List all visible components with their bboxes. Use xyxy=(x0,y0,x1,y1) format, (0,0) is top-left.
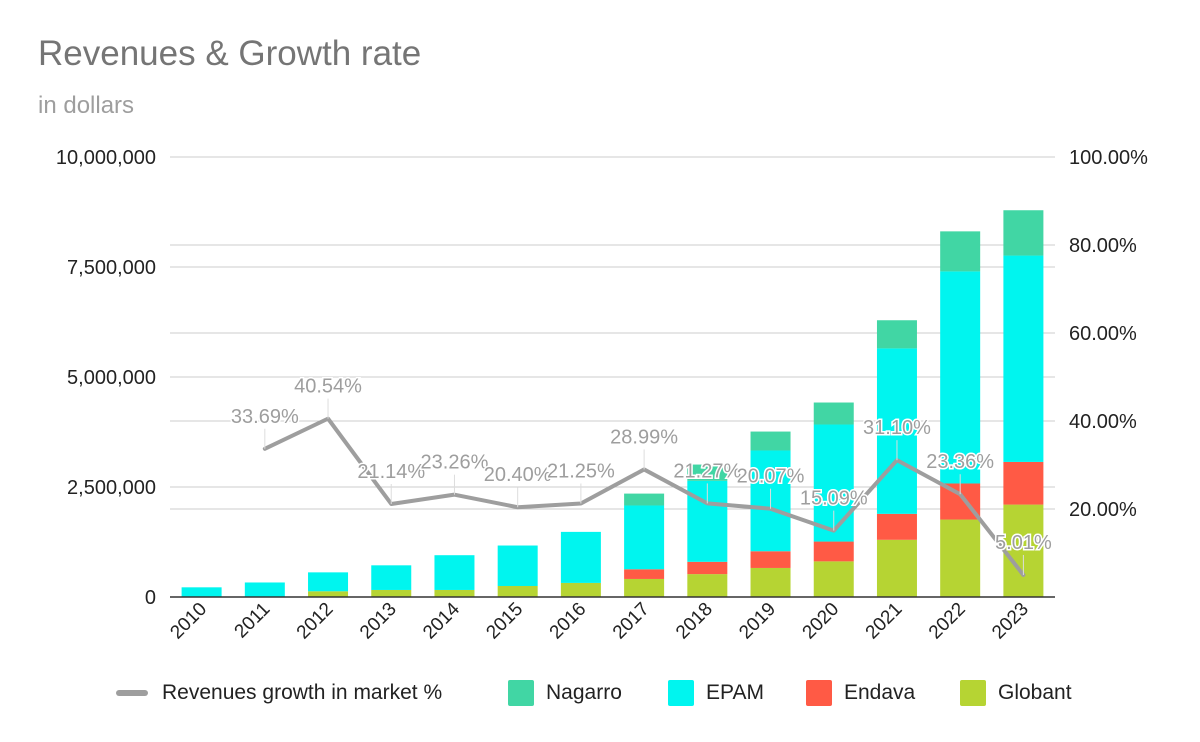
bar-segment-nagarro xyxy=(813,402,854,425)
y-left-tick-label: 10,000,000 xyxy=(56,147,156,169)
x-tick-label: 2023 xyxy=(988,599,1033,644)
bar-segment-epam xyxy=(560,531,601,583)
bar-segment-globant xyxy=(1003,504,1044,597)
legend-swatch-globant xyxy=(960,680,986,706)
y-left-tick-label: 2,500,000 xyxy=(67,477,156,499)
bar-segment-epam xyxy=(244,582,285,597)
x-tick-label: 2013 xyxy=(356,599,401,644)
legend-item-epam: EPAM xyxy=(668,676,764,710)
bar-segment-nagarro xyxy=(687,464,728,481)
bar-segment-globant xyxy=(434,589,475,597)
bar-segment-globant xyxy=(624,578,665,597)
bar-segment-globant xyxy=(560,582,601,597)
legend-swatch-epam xyxy=(668,680,694,706)
bar-segment-nagarro xyxy=(750,431,791,451)
growth-data-label: 33.69% xyxy=(231,406,299,428)
y-left-tick-label: 0 xyxy=(145,587,156,609)
x-tick-label: 2021 xyxy=(862,599,907,644)
bar-segment-epam xyxy=(1003,255,1044,462)
y-right-tick-label: 60.00% xyxy=(1069,323,1137,345)
x-tick-label: 2016 xyxy=(546,599,591,644)
bar-segment-epam xyxy=(940,271,981,484)
bar-segment-endava xyxy=(687,561,728,575)
growth-data-label: 23.36% xyxy=(926,451,994,473)
bar-segment-globant xyxy=(308,591,349,597)
legend-swatch-nagarro xyxy=(508,680,534,706)
bar-segment-endava xyxy=(876,513,917,540)
legend-label-growth: Revenues growth in market % xyxy=(162,681,443,704)
y-right-tick-label: 40.00% xyxy=(1069,411,1137,433)
bar-segment-epam xyxy=(434,555,475,590)
growth-data-label: 5.01% xyxy=(995,532,1052,554)
legend-label-epam: EPAM xyxy=(706,681,764,704)
bar-segment-endava xyxy=(1003,461,1044,505)
growth-data-label: 23.26% xyxy=(421,452,489,474)
legend-item-nagarro: Nagarro xyxy=(508,676,622,710)
growth-data-label: 21.14% xyxy=(357,461,425,483)
x-tick-label: 2010 xyxy=(166,599,211,644)
legend-item-endava: Endava xyxy=(806,676,915,710)
growth-data-label: 28.99% xyxy=(610,426,678,448)
bar-segment-globant xyxy=(750,567,791,597)
legend-item-growth: Revenues growth in market % xyxy=(116,676,442,710)
legend-item-globant: Globant xyxy=(960,676,1072,710)
legend-swatch-endava xyxy=(806,680,832,706)
x-tick-label: 2019 xyxy=(735,599,780,644)
bar-segment-epam xyxy=(624,505,665,570)
x-tick-label: 2014 xyxy=(419,598,464,643)
growth-data-label: 40.54% xyxy=(294,376,362,398)
bar-segment-globant xyxy=(940,519,981,597)
bar-segment-globant xyxy=(876,539,917,597)
chart-legend: Revenues growth in market % Nagarro EPAM… xyxy=(0,676,1200,710)
chart-title: Revenues & Growth rate xyxy=(38,34,422,73)
bar-segment-nagarro xyxy=(876,320,917,349)
bar-segment-endava xyxy=(813,541,854,562)
legend-label-globant: Globant xyxy=(998,681,1072,704)
growth-data-label: 15.09% xyxy=(800,488,868,510)
x-tick-label: 2012 xyxy=(293,599,338,644)
x-tick-label: 2020 xyxy=(799,599,844,644)
y-left-tick-label: 7,500,000 xyxy=(67,257,156,279)
growth-data-label: 21.27% xyxy=(673,460,741,482)
bar-segment-nagarro xyxy=(624,493,665,506)
bar-segment-epam xyxy=(371,565,412,590)
legend-line-swatch xyxy=(116,690,148,696)
bar-segment-globant xyxy=(371,589,412,597)
bar-segment-endava xyxy=(624,569,665,579)
growth-data-label: 20.07% xyxy=(737,466,805,488)
y-right-tick-label: 100.00% xyxy=(1069,147,1148,169)
bar-segment-epam xyxy=(876,348,917,514)
bar-segment-nagarro xyxy=(1003,210,1044,256)
x-tick-label: 2022 xyxy=(925,599,970,644)
bar-segment-endava xyxy=(750,551,791,568)
legend-label-endava: Endava xyxy=(844,681,916,704)
bar-segment-globant xyxy=(687,574,728,597)
bar-segment-epam xyxy=(308,572,349,592)
legend-label-nagarro: Nagarro xyxy=(546,681,622,704)
x-tick-label: 2015 xyxy=(482,599,527,644)
x-tick-label: 2017 xyxy=(609,599,654,644)
bar-segment-globant xyxy=(813,561,854,597)
y-right-tick-label: 20.00% xyxy=(1069,499,1137,521)
bar-segment-epam xyxy=(181,587,222,597)
y-right-tick-label: 80.00% xyxy=(1069,235,1137,257)
chart-plot: 0 2,500,000 5,000,000 7,500,000 10,000,000 20… xyxy=(56,147,1148,644)
y-left-tick-label: 5,000,000 xyxy=(67,367,156,389)
chart-subtitle: in dollars xyxy=(38,92,135,119)
bar-segment-nagarro xyxy=(940,231,981,272)
x-tick-label: 2018 xyxy=(672,599,717,644)
growth-data-label: 21.25% xyxy=(547,461,615,483)
x-tick-label: 2011 xyxy=(231,599,275,643)
bar-segment-globant xyxy=(497,586,538,597)
growth-data-label: 31.10% xyxy=(863,417,931,439)
growth-data-label: 20.40% xyxy=(484,464,552,486)
bar-segment-epam xyxy=(497,545,538,586)
